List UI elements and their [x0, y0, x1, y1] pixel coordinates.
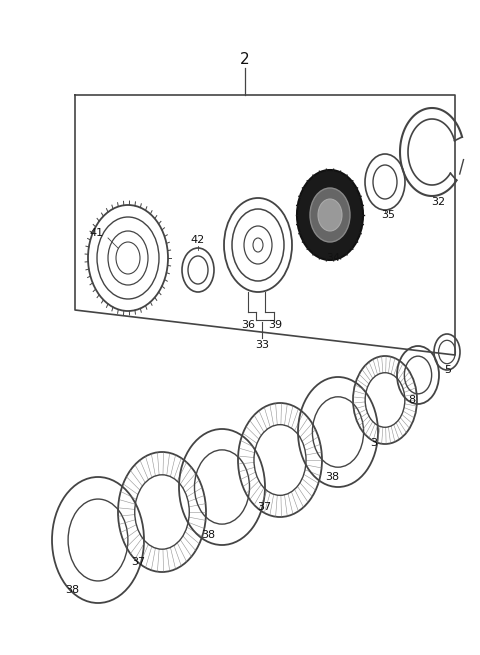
- Text: 33: 33: [255, 340, 269, 350]
- Text: 37: 37: [257, 502, 271, 512]
- Ellipse shape: [318, 199, 342, 231]
- Ellipse shape: [310, 188, 350, 242]
- Text: 39: 39: [268, 320, 282, 330]
- Text: 35: 35: [381, 210, 395, 220]
- Text: 41: 41: [90, 228, 104, 238]
- Text: 38: 38: [201, 530, 215, 540]
- Text: 34: 34: [326, 253, 340, 263]
- Text: 32: 32: [431, 197, 445, 207]
- Text: 38: 38: [65, 585, 79, 595]
- Text: 38: 38: [325, 472, 339, 482]
- Text: 2: 2: [240, 52, 250, 67]
- Text: 3: 3: [371, 438, 377, 448]
- Text: 37: 37: [131, 557, 145, 567]
- Text: 5: 5: [444, 365, 452, 375]
- Ellipse shape: [297, 170, 363, 260]
- Text: 36: 36: [241, 320, 255, 330]
- Text: 42: 42: [191, 235, 205, 245]
- Text: 8: 8: [408, 395, 416, 405]
